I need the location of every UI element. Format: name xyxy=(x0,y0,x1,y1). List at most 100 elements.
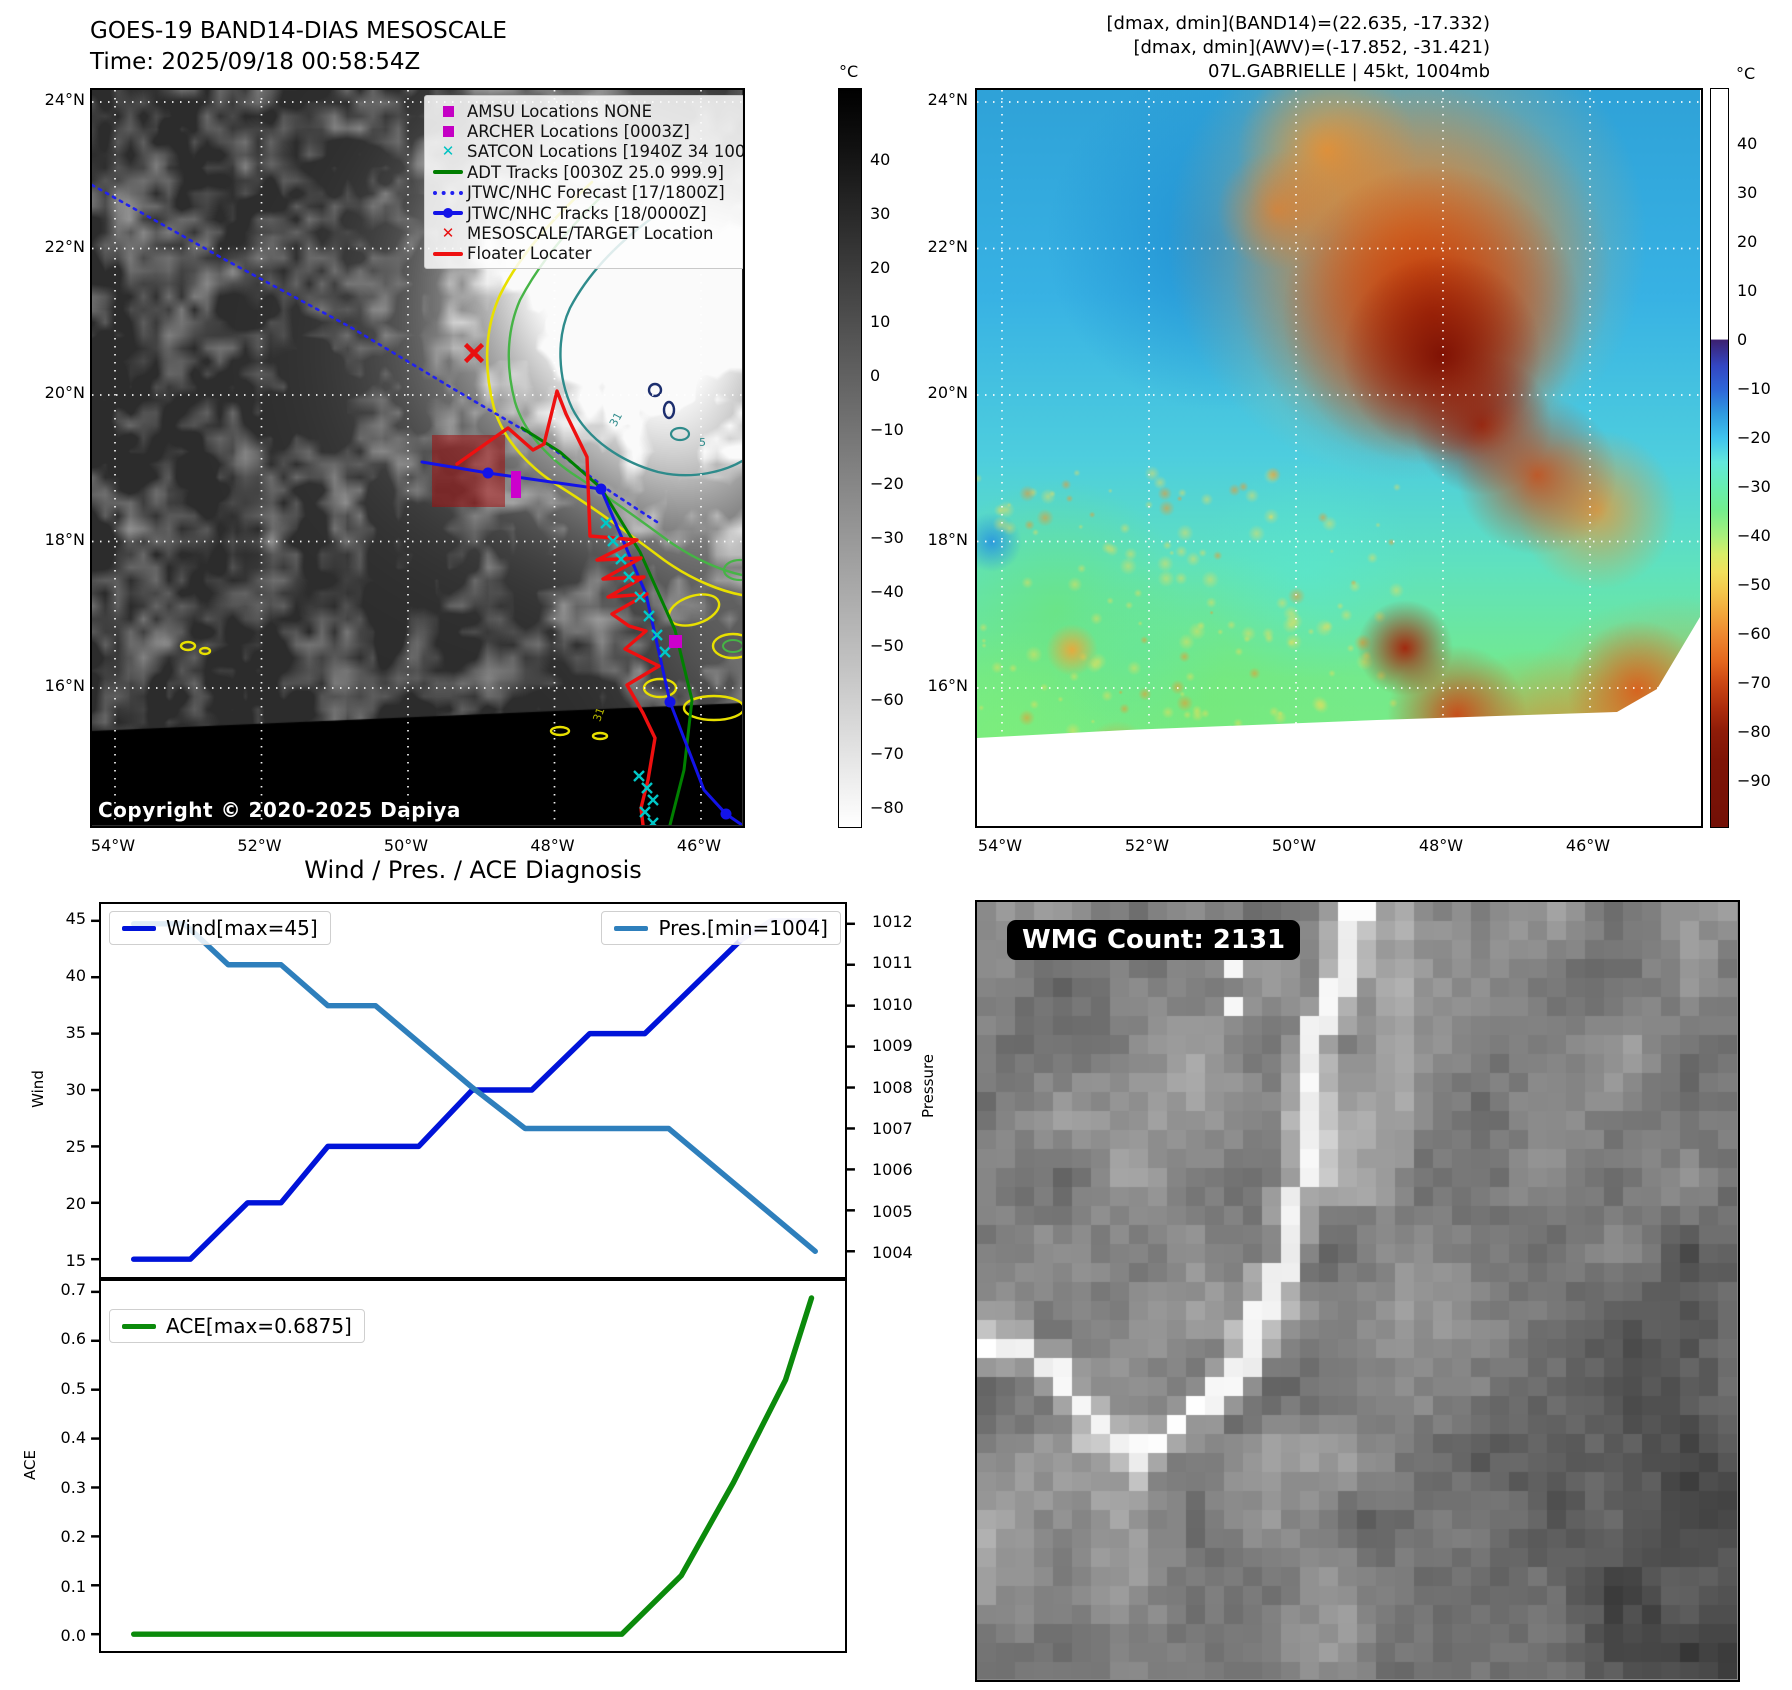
tick-label: −50 xyxy=(870,636,904,655)
tick-label: −20 xyxy=(1737,428,1771,447)
chart-title: Wind / Pres. / ACE Diagnosis xyxy=(304,856,642,884)
lat-label: 20°N xyxy=(44,383,85,402)
band14-overlays xyxy=(92,90,742,825)
wind-pressure-plot xyxy=(91,918,855,1262)
wind-axis-label: Wind xyxy=(29,1070,47,1108)
lat-label: 18°N xyxy=(927,529,968,549)
legend-item-floater: Floater Locater xyxy=(429,244,738,264)
legend-item-forecast: JTWC/NHC Forecast [17/1800Z] xyxy=(429,183,738,203)
tick-label: 0 xyxy=(870,366,881,385)
tick-label: 0.0 xyxy=(60,1626,86,1645)
pressure-legend: Pres.[min=1004] xyxy=(601,911,841,945)
awv-overlays xyxy=(977,90,1700,825)
contour-label: 5 xyxy=(699,436,706,449)
colorbar-unit: °C xyxy=(1736,64,1756,83)
wind-line-icon xyxy=(122,925,156,931)
grayscale-colorbar xyxy=(838,88,862,828)
ace-chart: ACE[max=0.6875] xyxy=(91,1279,847,1653)
tick-label: −40 xyxy=(870,582,904,601)
tick-label: −80 xyxy=(1737,722,1771,741)
tick-label: 20 xyxy=(870,258,891,277)
tick-label: −20 xyxy=(870,474,904,493)
awv-imagery xyxy=(977,90,1700,825)
legend-item-amsu: AMSU Locations NONE xyxy=(429,101,738,121)
ace-legend: ACE[max=0.6875] xyxy=(109,1309,365,1343)
blue-line-dot-icon xyxy=(429,208,467,219)
storm-tracks xyxy=(92,183,742,825)
colorbar-unit: °C xyxy=(839,62,859,81)
lat-label: 24°N xyxy=(927,90,968,109)
legend-item-archer: ARCHER Locations [0003Z] xyxy=(429,121,738,141)
tick-label: 1005 xyxy=(872,1201,913,1221)
magenta-square-icon xyxy=(429,105,467,117)
lon-label: 46°W xyxy=(676,836,722,855)
dmax-dmin-awv: [dmax, dmin](AWV)=(-17.852, -31.421) xyxy=(1133,37,1490,58)
tick-label: 20 xyxy=(65,1194,86,1213)
tick-label: −70 xyxy=(870,744,904,763)
tick-label: 20 xyxy=(1737,232,1758,251)
tick-label: 40 xyxy=(870,150,891,169)
tick-label: −10 xyxy=(870,420,904,439)
lon-label: 48°W xyxy=(530,836,575,855)
tick-label: −90 xyxy=(1737,771,1771,790)
tick-label: 1011 xyxy=(872,953,913,973)
satellite-title: GOES-19 BAND14-DIAS MESOSCALE Time: 2025… xyxy=(90,16,507,78)
tick-label: −30 xyxy=(870,528,904,547)
lon-label: 50°W xyxy=(383,836,429,855)
wmg-count-badge: WMG Count: 2131 xyxy=(1007,920,1301,960)
tick-label: 0.1 xyxy=(60,1576,86,1596)
tick-label: −60 xyxy=(870,690,904,709)
tick-label: 0.3 xyxy=(60,1477,86,1497)
red-x-icon: ✕ xyxy=(441,224,455,243)
wmg-pixel-imagery xyxy=(977,902,1737,1679)
tick-label: −10 xyxy=(1737,379,1771,398)
tick-label: 40 xyxy=(65,966,86,985)
temperature-colorbar xyxy=(1710,88,1729,828)
pressure-legend-label: Pres.[min=1004] xyxy=(658,916,828,940)
map-legend: AMSU Locations NONE ARCHER Locations [00… xyxy=(424,95,743,270)
pressure-line-icon xyxy=(614,925,649,931)
tick-label: −40 xyxy=(1737,526,1771,545)
wind-legend: Wind[max=45] xyxy=(109,911,331,945)
lat-label: 20°N xyxy=(927,383,968,402)
legend-item-adt: ADT Tracks [0030Z 25.0 999.9] xyxy=(429,162,738,182)
lon-label: 54°W xyxy=(90,836,136,855)
tick-label: −30 xyxy=(1737,477,1771,496)
storm-id-intensity: 07L.GABRIELLE | 45kt, 1004mb xyxy=(1208,61,1490,82)
lat-label: 16°N xyxy=(927,676,968,695)
legend-item-jtwc-track: JTWC/NHC Tracks [18/0000Z] xyxy=(429,203,738,223)
wind-pressure-chart: Wind[max=45] Pres.[min=1004] xyxy=(91,902,855,1279)
dmax-dmin-band14: [dmax, dmin](BAND14)=(22.635, -17.332) xyxy=(1106,13,1490,34)
lon-label: 52°W xyxy=(1124,836,1170,855)
tick-label: 0 xyxy=(1737,330,1748,349)
magenta-square-icon xyxy=(429,126,467,138)
tick-label: −70 xyxy=(1737,673,1771,692)
tick-label: 0.5 xyxy=(60,1378,86,1398)
tick-label: 15 xyxy=(65,1251,86,1270)
pressure-axis-label: Pressure xyxy=(919,1053,937,1119)
tick-label: −60 xyxy=(1737,624,1771,643)
ace-plot xyxy=(91,1290,815,1637)
cyan-x-icon: ✕ xyxy=(441,142,455,161)
tick-label: 0.4 xyxy=(60,1428,86,1448)
lon-label: 52°W xyxy=(237,836,282,855)
lon-label: 48°W xyxy=(1418,836,1464,855)
tick-label: −50 xyxy=(1737,575,1771,594)
tick-label: 0.6 xyxy=(60,1329,86,1349)
awv-color-map xyxy=(975,88,1703,828)
lat-label: 24°N xyxy=(44,90,85,109)
tick-label: 10 xyxy=(870,312,891,331)
legend-item-satcon: ✕ SATCON Locations [1940Z 34 1003] xyxy=(429,142,743,162)
tick-label: 1004 xyxy=(872,1243,913,1263)
red-line-icon xyxy=(429,251,467,256)
wind-legend-label: Wind[max=45] xyxy=(166,916,318,940)
tick-label: 1012 xyxy=(872,912,913,931)
tick-label: 30 xyxy=(1737,183,1758,202)
ace-axis-label: ACE xyxy=(21,1450,39,1480)
band14-satellite-map: 31 5 31 AMSU Locations NONE ARCHER Locat… xyxy=(90,88,745,828)
green-line-icon xyxy=(429,170,467,175)
tick-label: 40 xyxy=(1737,134,1758,153)
ace-legend-label: ACE[max=0.6875] xyxy=(166,1314,352,1338)
tick-label: 0.2 xyxy=(60,1527,86,1547)
